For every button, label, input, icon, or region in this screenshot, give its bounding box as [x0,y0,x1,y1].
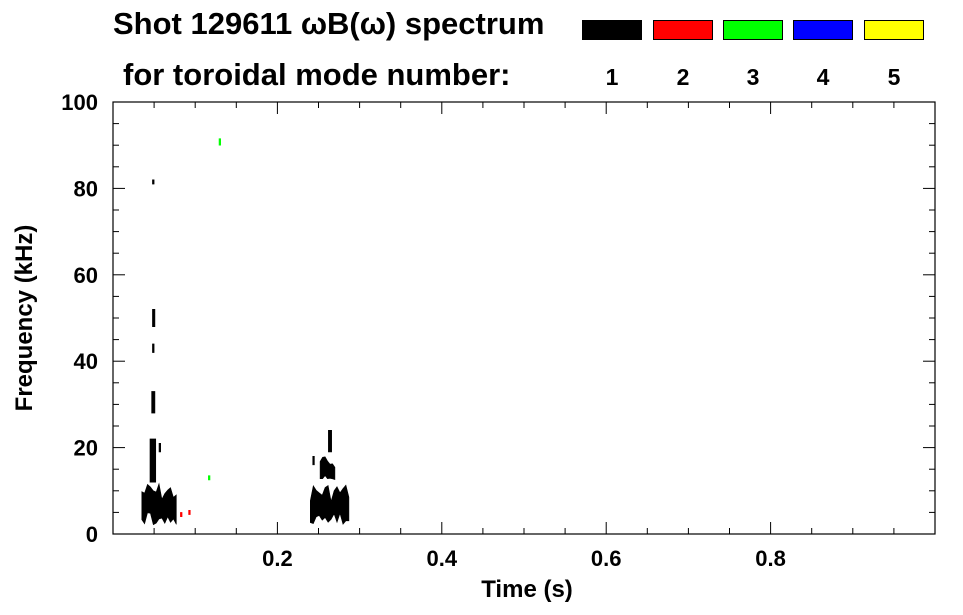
spectrum-feature-mode-1 [310,484,350,525]
x-tick-label: 0.8 [755,546,786,571]
legend-swatch-mode-5 [864,20,924,40]
legend-swatch-mode-1 [582,20,642,40]
legend-label-mode-4: 4 [816,64,830,90]
x-tick-label: 0.4 [427,546,458,571]
spectrum-feature-mode-1 [312,455,315,466]
spectrum-feature-mode-3 [208,475,211,481]
legend-label-mode-5: 5 [887,64,901,90]
spectrum-features [141,138,350,526]
spectrum-feature-mode-1 [149,438,157,483]
x-tick-label: 0.6 [591,546,622,571]
chart-title-line2: for toroidal mode number: [123,57,511,92]
spectrum-feature-mode-1 [152,179,155,185]
legend-swatch-mode-2 [653,20,713,40]
spectrum-feature-mode-1 [152,343,155,353]
y-tick-label: 0 [86,522,98,547]
spectrum-feature-mode-1 [141,482,177,526]
y-tick-label: 40 [74,349,98,374]
legend-swatch-mode-3 [723,20,783,40]
legend-label-mode-3: 3 [746,64,760,90]
spectrum-feature-mode-1 [151,391,156,414]
y-tick-label: 20 [74,436,98,461]
legend-swatch-mode-4 [793,20,853,40]
spectrum-feature-mode-1 [328,430,332,453]
spectrum-feature-mode-1 [158,442,161,453]
tick-labels: 0.2 0.4 0.6 0.8 0 20 40 60 80 100 [61,90,786,571]
y-tick-label: 80 [74,176,98,201]
axis-ticks [113,101,935,535]
legend-label-mode-2: 2 [676,64,690,90]
y-axis-label: Frequency (kHz) [11,225,38,412]
x-tick-label: 0.2 [262,546,293,571]
spectrum-feature-mode-1 [319,456,336,481]
legend-label-mode-1: 1 [605,64,619,90]
chart-title-line1: Shot 129611 ωB(ω) spectrum [113,6,545,41]
y-tick-label: 60 [74,263,98,288]
spectrum-feature-mode-1 [152,309,156,327]
plot-frame [112,101,936,535]
spectrum-feature-mode-2 [180,512,183,518]
spectrum-feature-mode-2 [188,509,191,515]
y-tick-label: 100 [61,90,98,115]
spectrum-feature-mode-3 [218,138,221,146]
x-axis-label: Time (s) [481,576,573,603]
